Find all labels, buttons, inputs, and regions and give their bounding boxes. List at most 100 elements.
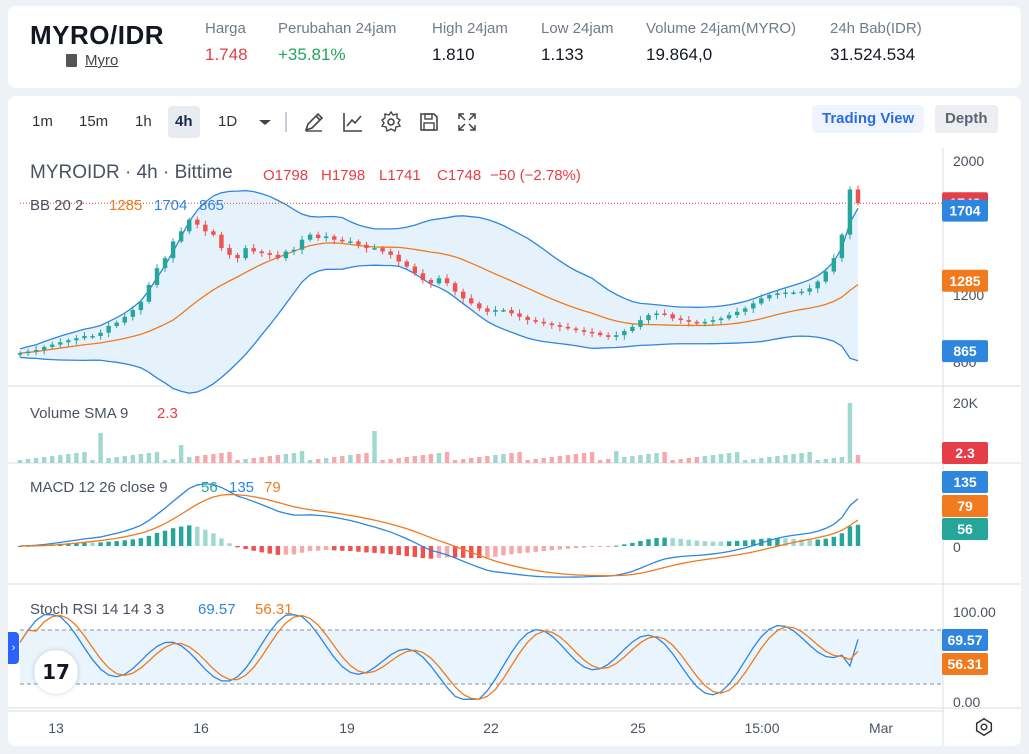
trading-view-button[interactable]: Trading View: [812, 105, 925, 133]
bb-legend-basis: 1285: [109, 197, 142, 214]
stat-value: 31.524.534: [830, 45, 916, 64]
macd-label-text: 79: [957, 498, 973, 514]
pencil-icon[interactable]: [302, 110, 326, 134]
price-label-text: 1704: [949, 203, 980, 219]
macd-histogram-bar: [412, 546, 418, 558]
chevron-down-icon[interactable]: [253, 110, 277, 134]
stoch-label-text: 69.57: [947, 632, 982, 648]
volume-bar: [670, 460, 675, 463]
stat-change: Perubahan 24jam +35.81%: [278, 20, 396, 65]
candle-body: [436, 278, 442, 284]
volume-bar: [420, 455, 426, 463]
candle-body: [122, 316, 127, 323]
gear-icon[interactable]: [379, 110, 403, 134]
macd-histogram-bar: [138, 538, 144, 546]
coin-info-link[interactable]: Myro: [66, 52, 118, 69]
volume-bar: [66, 454, 71, 463]
candle-body: [460, 291, 466, 299]
candle-body: [33, 349, 39, 352]
candle-body: [323, 236, 329, 239]
volume-bar: [605, 459, 611, 463]
stat-value: 1.748: [205, 45, 248, 64]
macd-histogram-bar: [195, 526, 200, 546]
candle-body: [734, 311, 740, 316]
macd-histogram-bar: [307, 546, 313, 552]
macd-histogram-bar: [823, 538, 828, 546]
candle-body: [686, 320, 692, 322]
volume-bar: [74, 453, 79, 463]
macd-histogram-bar: [275, 546, 281, 555]
macd-legend-hist: 56: [201, 479, 218, 496]
candle-body: [815, 281, 820, 289]
stat-label: 24h Bab(IDR): [830, 20, 922, 37]
timeframe-1m[interactable]: 1m: [32, 113, 53, 130]
candle-body: [74, 338, 79, 341]
volume-bar: [404, 457, 409, 463]
macd-histogram-bar: [299, 546, 305, 553]
macd-line: [19, 483, 859, 578]
macd-histogram-bar: [815, 539, 820, 546]
macd-histogram-bar: [573, 546, 579, 549]
volume-bar: [662, 452, 667, 463]
volume-bar: [565, 455, 571, 463]
volume-bar: [815, 460, 820, 463]
macd-histogram-bar: [638, 541, 643, 546]
stat-low: Low 24jam 1.133: [541, 20, 614, 65]
candle-body: [742, 308, 748, 312]
candle-body: [622, 331, 627, 336]
candle-body: [839, 234, 845, 259]
candle-body: [82, 336, 87, 339]
candle-body: [541, 321, 546, 324]
line-chart-icon[interactable]: [341, 110, 365, 134]
timeframe-4h[interactable]: 4h: [168, 106, 200, 138]
volume-bar: [654, 453, 659, 463]
bb-upper-line: [19, 189, 859, 350]
toolbar-divider: [285, 112, 287, 132]
candle-body: [517, 313, 522, 317]
timeframe-1d[interactable]: 1D: [218, 113, 238, 130]
volume-legend-name: Volume SMA 9: [30, 405, 128, 422]
macd-histogram-bar: [227, 543, 232, 546]
macd-histogram-bar: [686, 539, 692, 546]
volume-bar: [517, 452, 522, 463]
volume-bar: [734, 452, 740, 463]
candle-body: [638, 320, 643, 327]
bb-legend-name: BB 20 2: [30, 197, 83, 214]
candle-body: [799, 291, 804, 294]
drawing-panel-toggle[interactable]: ›: [8, 632, 19, 664]
candle-body: [154, 268, 160, 285]
macd-histogram-bar: [751, 539, 756, 546]
fullscreen-icon[interactable]: [455, 110, 479, 134]
macd-histogram-bar: [170, 528, 176, 546]
macd-histogram-bar: [807, 539, 812, 546]
candle-body: [267, 253, 273, 255]
volume-bar: [130, 455, 136, 463]
macd-histogram-bar: [283, 546, 289, 555]
macd-histogram-bar: [783, 538, 788, 546]
macd-histogram-bar: [678, 538, 683, 546]
macd-label-text: 135: [953, 474, 977, 490]
stat-idr-volume: 24h Bab(IDR) 31.524.534: [830, 20, 922, 65]
macd-label-box: [942, 518, 988, 540]
macd-histogram-bar: [581, 546, 587, 548]
candle-body: [364, 244, 369, 249]
candle-body: [823, 271, 828, 282]
depth-button[interactable]: Depth: [935, 105, 998, 133]
save-icon[interactable]: [417, 110, 441, 134]
chart-settings-icon[interactable]: [973, 716, 995, 738]
macd-histogram-bar: [114, 541, 119, 546]
timeframe-1h[interactable]: 1h: [135, 113, 152, 130]
chart-panel: MYROIDR · 4h · Bittime O1798 H1798 L1741 C17…: [8, 96, 1021, 746]
price-chart[interactable]: MYROIDR · 4h · Bittime O1798 H1798 L1741 C17…: [8, 96, 1021, 746]
volume-bar: [557, 456, 563, 463]
macd-histogram-bar: [589, 546, 595, 547]
candle-body: [525, 316, 530, 321]
volume-bar: [436, 453, 442, 463]
candle-body: [259, 251, 264, 254]
volume-bar: [630, 456, 635, 463]
candle-body: [670, 314, 675, 319]
volume-bar: [90, 460, 95, 463]
macd-histogram-bar: [186, 525, 192, 546]
volume-bar: [718, 454, 724, 463]
timeframe-15m[interactable]: 15m: [79, 113, 109, 130]
